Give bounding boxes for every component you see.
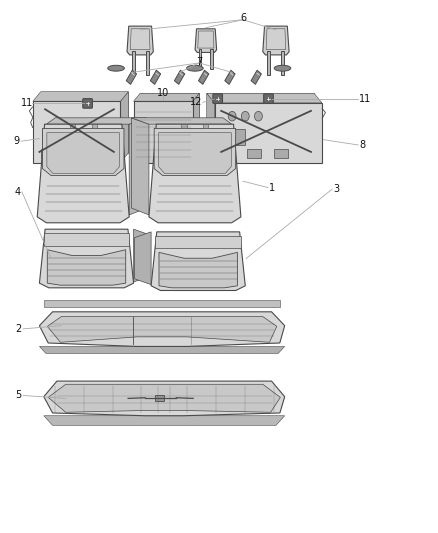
Bar [174, 70, 185, 84]
Circle shape [254, 111, 262, 121]
Polygon shape [33, 101, 120, 163]
Polygon shape [46, 118, 147, 124]
Polygon shape [263, 26, 289, 55]
Polygon shape [33, 92, 128, 101]
Text: 3: 3 [333, 184, 339, 194]
Text: 5: 5 [15, 391, 21, 400]
Polygon shape [131, 118, 149, 215]
Bar [181, 124, 187, 128]
Polygon shape [159, 133, 231, 174]
Bar [150, 70, 161, 84]
Text: 1: 1 [269, 183, 276, 192]
FancyBboxPatch shape [213, 94, 223, 103]
Bar [145, 51, 149, 75]
Polygon shape [159, 253, 237, 288]
Polygon shape [134, 101, 193, 163]
Polygon shape [44, 300, 280, 307]
Polygon shape [193, 93, 199, 163]
Ellipse shape [274, 66, 291, 71]
Ellipse shape [187, 66, 203, 71]
Bar [41, 149, 55, 158]
Bar [251, 70, 261, 84]
Bar [247, 149, 261, 158]
Polygon shape [44, 416, 285, 425]
Bar [155, 394, 164, 401]
Polygon shape [41, 92, 128, 153]
Bar [126, 70, 137, 84]
Circle shape [228, 111, 236, 121]
Text: 9: 9 [14, 136, 20, 146]
Bar [89, 149, 103, 158]
Polygon shape [39, 229, 134, 288]
Bar [70, 124, 75, 128]
Bar [281, 51, 285, 75]
Bar [65, 149, 79, 158]
Bar [226, 129, 245, 145]
Bar [203, 124, 208, 128]
Text: 2: 2 [15, 324, 21, 334]
Polygon shape [47, 249, 126, 285]
Polygon shape [207, 93, 322, 103]
Polygon shape [131, 118, 232, 124]
Polygon shape [149, 124, 241, 223]
FancyBboxPatch shape [264, 94, 273, 103]
Bar [225, 70, 235, 84]
Bar [92, 124, 97, 128]
Polygon shape [134, 232, 151, 285]
Bar [199, 49, 201, 69]
Text: 8: 8 [359, 140, 365, 150]
Polygon shape [39, 312, 285, 346]
Polygon shape [42, 128, 124, 175]
FancyBboxPatch shape [83, 99, 92, 108]
Bar [267, 51, 271, 75]
Polygon shape [129, 118, 147, 215]
Polygon shape [140, 93, 199, 155]
Text: 7: 7 [196, 57, 202, 67]
Polygon shape [215, 103, 322, 163]
Polygon shape [155, 236, 241, 248]
Bar [210, 49, 213, 69]
Text: 11: 11 [21, 99, 33, 108]
Polygon shape [151, 232, 245, 290]
Polygon shape [134, 229, 150, 282]
Text: 11: 11 [359, 94, 371, 103]
Polygon shape [195, 29, 217, 52]
Text: 6: 6 [240, 13, 246, 23]
Bar [274, 149, 288, 158]
Polygon shape [37, 124, 129, 223]
Polygon shape [48, 384, 280, 413]
Bar [42, 130, 55, 145]
Polygon shape [44, 381, 285, 416]
Bar [131, 51, 135, 75]
Bar [198, 70, 209, 84]
Polygon shape [207, 93, 215, 163]
Text: 4: 4 [15, 187, 21, 197]
Text: 12: 12 [190, 98, 202, 107]
Bar [221, 149, 235, 158]
Circle shape [241, 111, 249, 121]
Polygon shape [207, 93, 314, 153]
Polygon shape [134, 93, 199, 101]
Polygon shape [154, 128, 236, 175]
Polygon shape [44, 233, 129, 246]
Text: 10: 10 [157, 88, 170, 98]
Ellipse shape [108, 66, 124, 71]
Polygon shape [39, 346, 285, 353]
Polygon shape [47, 133, 120, 174]
Polygon shape [127, 26, 153, 55]
Polygon shape [47, 317, 277, 342]
Polygon shape [120, 92, 128, 163]
